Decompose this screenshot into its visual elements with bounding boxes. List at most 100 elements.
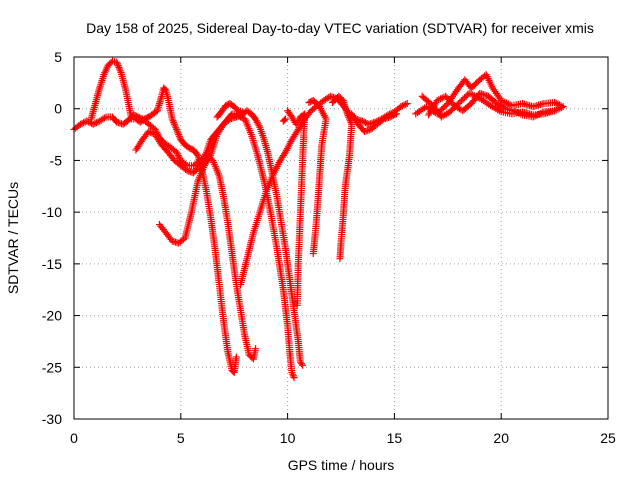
data-point — [173, 150, 181, 158]
data-point — [115, 63, 123, 71]
data-point — [116, 67, 124, 75]
data-point — [290, 374, 298, 382]
data-point — [389, 111, 397, 119]
data-point — [554, 105, 562, 113]
data-point — [440, 93, 448, 101]
data-point — [500, 104, 508, 112]
data-point — [113, 60, 121, 68]
data-point — [360, 118, 368, 126]
data-point — [161, 85, 169, 93]
data-point — [433, 96, 441, 104]
data-point — [478, 90, 486, 98]
data-point — [439, 104, 447, 112]
series-trace-j — [348, 110, 401, 135]
data-point — [299, 111, 307, 119]
data-point — [309, 250, 317, 258]
data-point — [239, 108, 247, 116]
y-tick-label: -25 — [42, 359, 62, 375]
data-point — [78, 119, 86, 127]
data-point — [113, 58, 121, 66]
data-point — [512, 108, 520, 116]
series-trace-f — [237, 92, 411, 289]
data-point — [403, 100, 411, 108]
y-tick-label: -10 — [42, 204, 62, 220]
series-trace-d — [132, 110, 298, 382]
data-point — [252, 117, 260, 125]
data-point — [168, 115, 176, 123]
grid-lines — [74, 57, 608, 419]
data-point — [358, 117, 366, 125]
series-trace-h — [305, 96, 330, 258]
data-point — [297, 360, 305, 368]
data-point — [397, 103, 405, 111]
data-point — [255, 122, 263, 130]
data-point — [280, 116, 288, 124]
plot-border — [73, 56, 609, 420]
x-tick-label: 15 — [387, 430, 403, 446]
data-point — [551, 107, 559, 115]
data-point — [556, 104, 564, 112]
axis-ticks — [73, 56, 609, 420]
data-point — [252, 345, 260, 353]
data-point — [100, 114, 108, 122]
series-trace-e — [213, 100, 247, 121]
data-point — [170, 119, 178, 127]
data-point — [148, 129, 156, 137]
data-point — [510, 107, 518, 115]
data-point — [336, 255, 344, 263]
series-trace-i — [328, 92, 356, 263]
data-point — [479, 90, 487, 98]
data-point — [174, 151, 182, 159]
data-point — [559, 103, 567, 111]
data-point — [461, 94, 469, 102]
data-point — [288, 368, 296, 376]
data-point — [476, 89, 484, 97]
data-point — [253, 118, 261, 126]
tick-labels: 0 5 10 15 20 25 5 0 -5 -10 -15 -20 -25 -30 — [42, 49, 616, 446]
data-point — [91, 119, 99, 127]
data-point — [435, 96, 443, 104]
series-trace-m — [425, 89, 559, 121]
series-trace-c — [155, 107, 307, 369]
y-tick-label: 0 — [54, 101, 62, 117]
data-point — [459, 95, 467, 103]
data-point — [114, 62, 122, 70]
data-point — [233, 105, 241, 113]
x-tick-label: 25 — [600, 430, 616, 446]
y-tick-label: -5 — [50, 152, 63, 168]
data-point — [175, 131, 183, 139]
y-axis-label: SDTVAR / TECUs — [5, 182, 21, 294]
x-tick-label: 20 — [493, 430, 509, 446]
data-point — [438, 105, 446, 113]
data-point — [171, 122, 179, 130]
data-point — [362, 119, 370, 127]
data-point — [400, 101, 408, 109]
data-point — [513, 108, 521, 116]
x-axis-label: GPS time / hours — [288, 457, 395, 473]
data-point — [391, 111, 399, 119]
data-point — [173, 125, 181, 133]
data-point — [552, 106, 560, 114]
data-point — [206, 153, 214, 161]
data-point — [170, 120, 178, 128]
series-trace-n — [279, 115, 289, 125]
data-point — [456, 98, 464, 106]
data-point — [175, 153, 183, 161]
data-point — [281, 115, 289, 123]
data-point — [173, 148, 181, 156]
data-point — [293, 301, 301, 309]
data-point — [458, 97, 466, 105]
data-point — [462, 92, 470, 100]
data-point — [388, 112, 396, 120]
data-point — [83, 117, 91, 125]
data-point — [227, 111, 235, 119]
data-point — [92, 119, 100, 127]
data-point — [86, 119, 94, 127]
y-tick-label: -20 — [42, 308, 62, 324]
x-tick-label: 0 — [70, 430, 78, 446]
data-point — [437, 95, 445, 103]
data-point — [254, 120, 262, 128]
x-tick-label: 5 — [177, 430, 185, 446]
data-point — [441, 102, 449, 110]
